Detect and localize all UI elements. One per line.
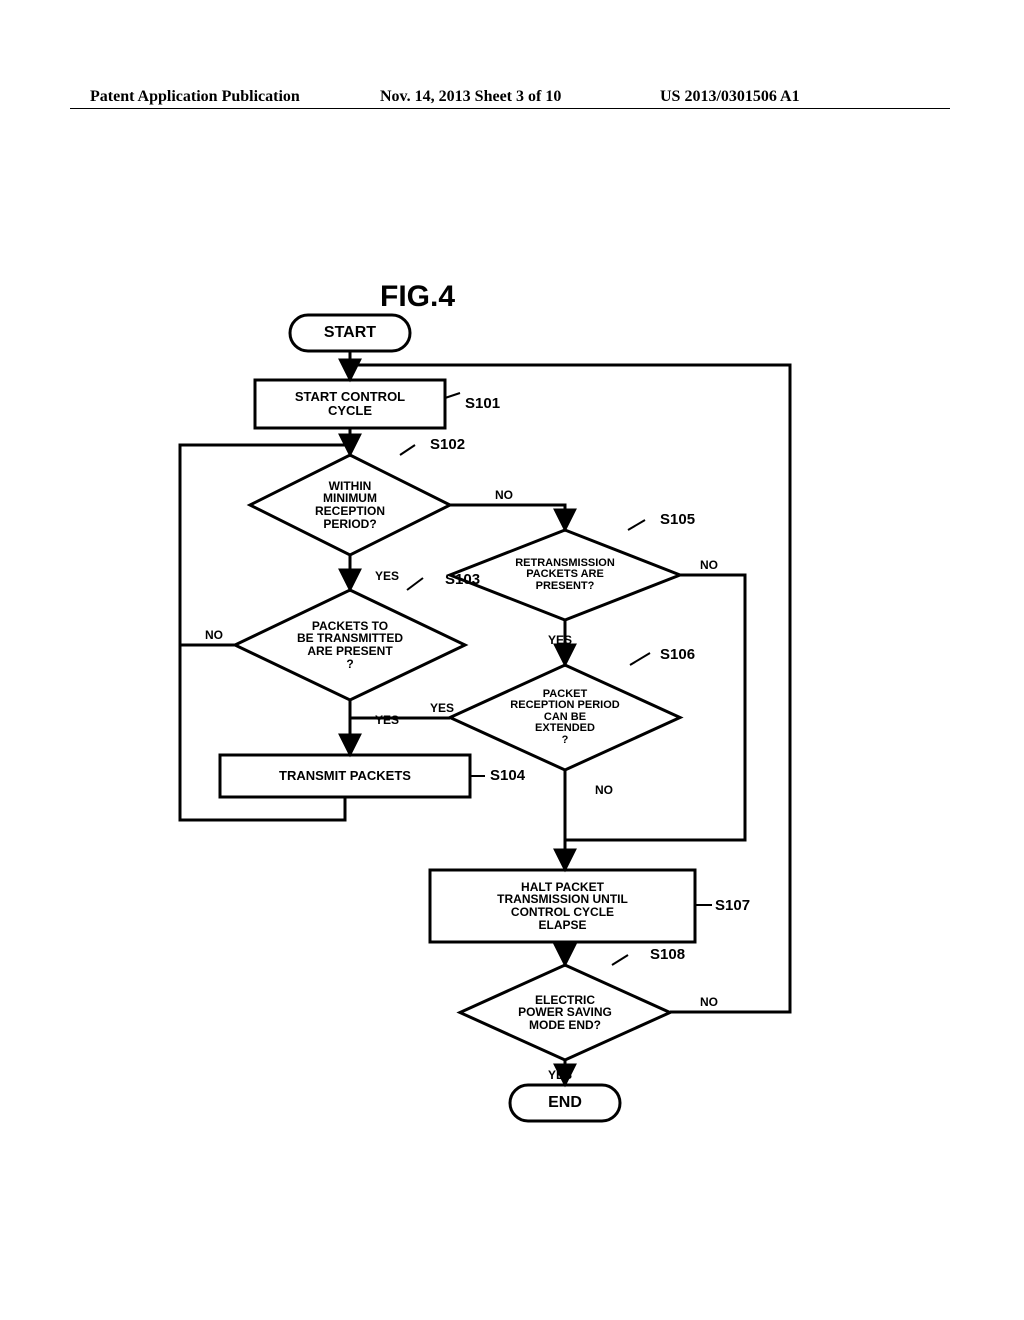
flowchart-edge-label: YES xyxy=(548,634,572,647)
flowchart-node-label: ELECTRIC POWER SAVING MODE END? xyxy=(460,965,670,1060)
flowchart-edge-label: NO xyxy=(495,489,513,502)
flowchart-edge-label: YES xyxy=(430,702,454,715)
flowchart-node-label: WITHIN MINIMUM RECEPTION PERIOD? xyxy=(250,455,450,555)
flowchart-step-tag: S104 xyxy=(490,768,525,784)
flowchart-edge-label: NO xyxy=(700,996,718,1009)
flowchart-node-label: START CONTROL CYCLE xyxy=(255,380,445,428)
flowchart-edge-label: YES xyxy=(548,1069,572,1082)
flowchart-node-label: TRANSMIT PACKETS xyxy=(220,755,470,797)
flowchart-step-tag: S106 xyxy=(660,647,695,663)
flowchart-step-tag: S107 xyxy=(715,898,750,914)
flowchart-step-tag: S108 xyxy=(650,947,685,963)
flowchart-edge-label: YES xyxy=(375,570,399,583)
flowchart-step-tag: S101 xyxy=(465,396,500,412)
flowchart-edge-label: YES xyxy=(375,714,399,727)
flowchart-edge-label: NO xyxy=(205,629,223,642)
flowchart-node-label: END xyxy=(510,1085,620,1121)
flowchart-node-label: PACKET RECEPTION PERIOD CAN BE EXTENDED … xyxy=(450,665,680,770)
flowchart-edge-label: NO xyxy=(595,784,613,797)
flowchart-node-label: START xyxy=(290,315,410,351)
flowchart-node-label: PACKETS TO BE TRANSMITTED ARE PRESENT ? xyxy=(235,590,465,700)
flowchart-edge-label: NO xyxy=(700,559,718,572)
flowchart-step-tag: S102 xyxy=(430,437,465,453)
flowchart-node-label: RETRANSMISSION PACKETS ARE PRESENT? xyxy=(450,530,680,620)
page: Patent Application Publication Nov. 14, … xyxy=(0,0,1024,1320)
flowchart-node-label: HALT PACKET TRANSMISSION UNTIL CONTROL C… xyxy=(430,870,695,942)
flowchart xyxy=(0,0,1024,1320)
flowchart-step-tag: S105 xyxy=(660,512,695,528)
